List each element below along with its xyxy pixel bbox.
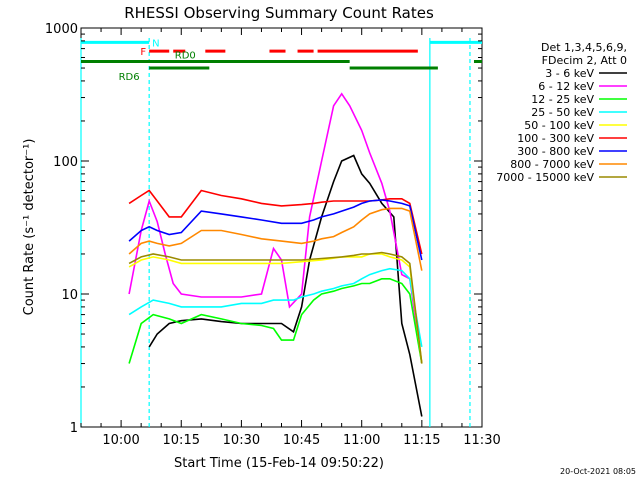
x-tick-label: 10:30	[223, 433, 260, 448]
x-tick-label: 11:15	[403, 433, 440, 448]
legend-header-line: FDecim 2, Att 0	[542, 54, 627, 67]
x-tick-label: 10:15	[163, 433, 200, 448]
status-flags: NF RD0 RD6	[81, 38, 482, 83]
legend-entry-label: 6 - 12 keV	[538, 80, 594, 93]
legend-entry-label: 12 - 25 keV	[531, 93, 594, 106]
x-tick-label: 10:45	[283, 433, 320, 448]
series-line-6-12-kev	[128, 92, 423, 364]
y-tick-label: 1000	[45, 22, 78, 37]
flag-label-rd0: RD0	[175, 50, 196, 61]
series-line-7000-15000-kev	[128, 251, 423, 364]
axes: 10:00 10:15 10:30 10:45 11:00 11:15 11:30 1 10 10…	[45, 22, 501, 448]
legend-entry-label: 7000 - 15000 keV	[496, 171, 594, 184]
flag-label-n: N	[152, 38, 159, 49]
x-tick-label: 11:30	[463, 433, 500, 448]
flag-label-f: F	[140, 47, 146, 58]
y-tick-label: 10	[61, 288, 78, 303]
legend-entry-label: 300 - 800 keV	[517, 145, 594, 158]
x-tick-label: 10:00	[102, 433, 139, 448]
legend-entry-label: 25 - 50 keV	[531, 106, 594, 119]
legend-entry-label: 50 - 100 keV	[524, 119, 594, 132]
legend: Det 1,3,4,5,6,9,FDecim 2, Att 03 - 6 keV…	[496, 41, 627, 184]
plot-frame	[80, 27, 483, 428]
legend-entry-label: 100 - 300 keV	[517, 132, 594, 145]
legend-header-line: Det 1,3,4,5,6,9,	[541, 41, 627, 54]
series-line-800-7000-kev	[128, 207, 423, 271]
flag-label-rd6: RD6	[119, 72, 140, 83]
chart-title: RHESSI Observing Summary Count Rates	[124, 4, 434, 22]
series-line-25-50-kev	[128, 267, 423, 348]
x-axis-label: Start Time (15-Feb-14 09:50:22)	[174, 456, 384, 471]
series-line-50-100-kev	[128, 253, 423, 364]
y-tick-label: 1	[70, 421, 78, 436]
series-lines	[128, 92, 423, 417]
x-tick-label: 11:00	[343, 433, 380, 448]
y-tick-label: 100	[53, 155, 78, 170]
time-markers	[80, 38, 471, 427]
series-line-300-800-kev	[128, 199, 423, 261]
legend-entry-label: 3 - 6 keV	[545, 67, 594, 80]
legend-entry-label: 800 - 7000 keV	[510, 158, 594, 171]
y-axis-label: Count Rate (s⁻¹ detector⁻¹)	[22, 139, 37, 316]
footer-timestamp: 20-Oct-2021 08:05	[560, 467, 636, 476]
series-line-12-25-kev	[128, 277, 423, 364]
